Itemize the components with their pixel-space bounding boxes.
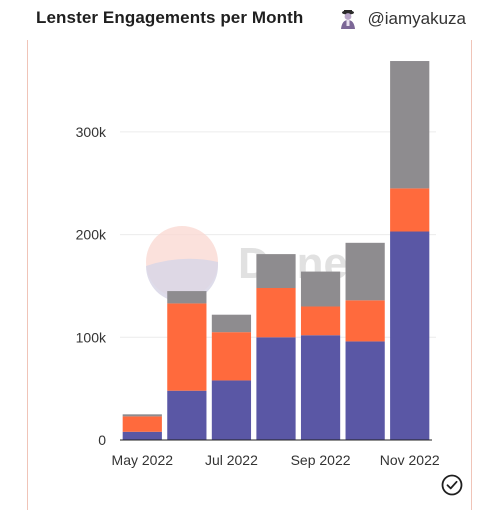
bar-segment-series-1[interactable] (167, 390, 207, 440)
author-handle[interactable]: @iamyakuza (367, 9, 466, 28)
x-tick-label: Jul 2022 (205, 452, 258, 468)
y-tick-label: 0 (98, 432, 106, 448)
bar-segment-series-2[interactable] (256, 288, 296, 338)
bar-segment-series-2[interactable] (345, 300, 385, 342)
x-tick-label: Nov 2022 (380, 452, 440, 468)
chart-header: Lenster Engagements per Month @iamyakuza (0, 0, 500, 40)
author-badge[interactable]: @iamyakuza (338, 7, 466, 31)
x-tick-label: May 2022 (112, 452, 174, 468)
bar-segment-series-1[interactable] (345, 341, 385, 440)
bar-segment-series-3[interactable] (256, 254, 296, 288)
y-tick-labels: 0 100k 200k 300k (76, 124, 107, 448)
x-tick-labels: May 2022 Jul 2022 Sep 2022 Nov 2022 (112, 452, 440, 468)
bars (122, 61, 430, 440)
y-tick-label: 100k (76, 329, 107, 345)
bar-segment-series-2[interactable] (211, 332, 252, 381)
bar-segment-series-1[interactable] (211, 380, 252, 440)
bar-segment-series-2[interactable] (122, 416, 162, 432)
chart-panel (27, 40, 472, 510)
bar-segment-series-1[interactable] (256, 337, 296, 440)
bar-segment-series-1[interactable] (390, 231, 430, 440)
bar-segment-series-2[interactable] (167, 303, 207, 391)
bar-segment-series-3[interactable] (390, 61, 430, 189)
bar-segment-series-3[interactable] (167, 291, 207, 304)
check-circle-icon[interactable] (441, 474, 463, 496)
bar-segment-series-2[interactable] (390, 188, 430, 232)
bar-segment-series-1[interactable] (122, 431, 162, 440)
bar-segment-series-3[interactable] (300, 271, 341, 307)
chart-title: Lenster Engagements per Month (36, 8, 304, 27)
x-tick-label: Sep 2022 (291, 452, 351, 468)
y-tick-label: 300k (76, 124, 107, 140)
y-tick-label: 200k (76, 227, 107, 243)
bar-segment-series-3[interactable] (345, 242, 385, 301)
bar-segment-series-3[interactable] (122, 414, 162, 417)
bar-segment-series-3[interactable] (211, 314, 252, 333)
avatar-icon (341, 10, 356, 29)
bar-segment-series-2[interactable] (300, 306, 341, 336)
bar-segment-series-1[interactable] (300, 335, 341, 440)
